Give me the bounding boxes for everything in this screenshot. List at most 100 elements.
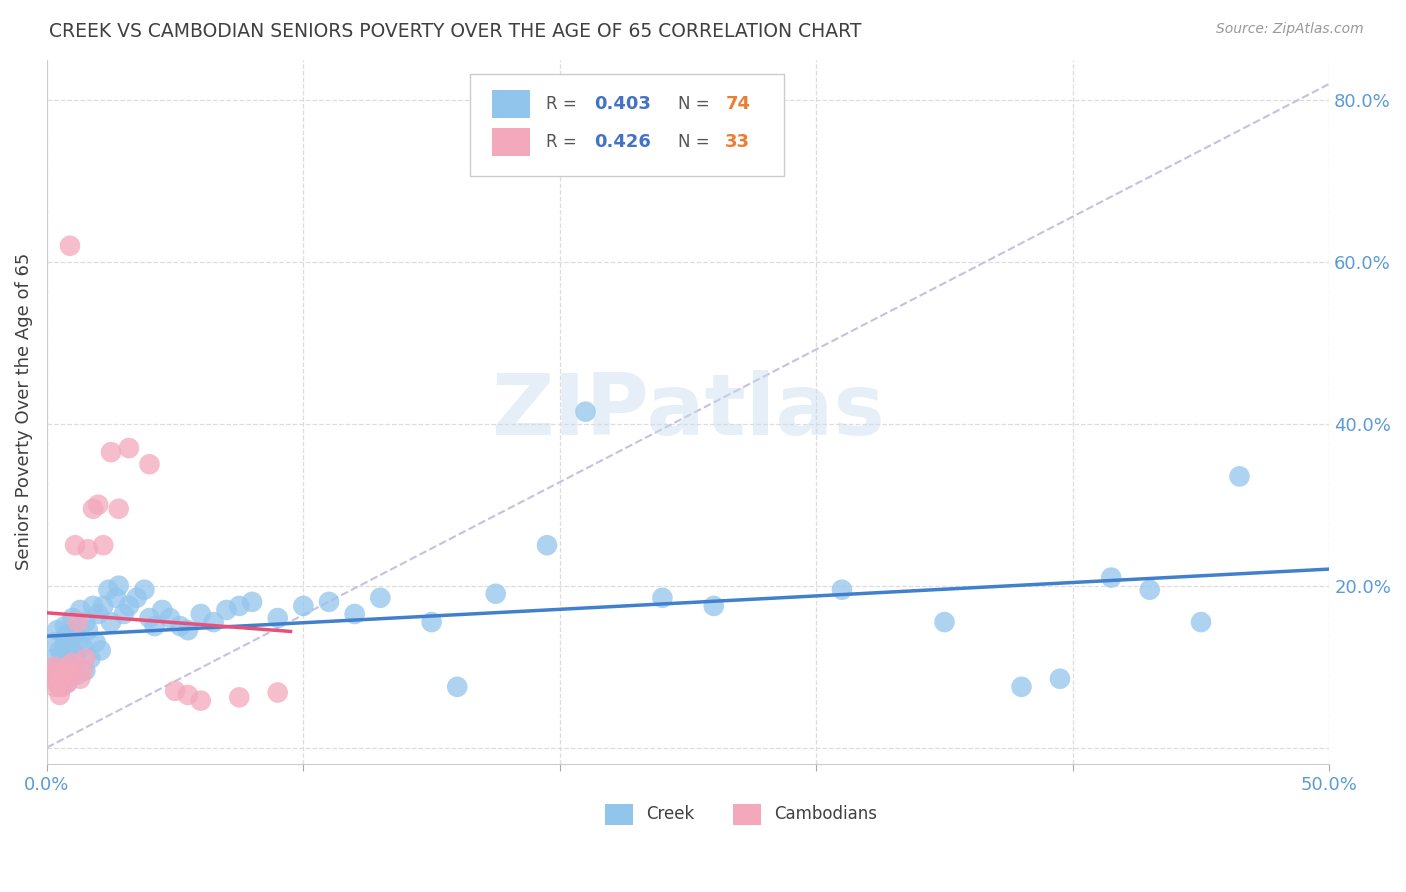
Point <box>75 615 97 629</box>
Point <box>107 579 129 593</box>
Point <box>100 615 122 629</box>
Point <box>318 595 340 609</box>
Point <box>165 684 187 698</box>
Point <box>267 685 290 699</box>
Point <box>91 538 114 552</box>
Point <box>267 611 290 625</box>
Point <box>82 599 104 613</box>
Text: 0.426: 0.426 <box>595 133 651 151</box>
Point <box>134 582 156 597</box>
Bar <box>605 804 633 825</box>
Point <box>90 643 112 657</box>
Point <box>72 640 94 654</box>
Point <box>138 457 160 471</box>
Point <box>87 498 110 512</box>
Point <box>56 675 79 690</box>
Point <box>343 607 366 621</box>
Point <box>62 656 84 670</box>
Point <box>1099 571 1122 585</box>
Point <box>66 615 89 629</box>
Point <box>1011 680 1033 694</box>
Point <box>75 651 97 665</box>
Point <box>77 623 100 637</box>
Point <box>107 501 129 516</box>
Point <box>87 607 110 621</box>
Point <box>59 640 82 654</box>
Point <box>112 607 135 621</box>
Point <box>62 659 84 673</box>
Point <box>63 538 86 552</box>
Text: R =: R = <box>546 95 582 113</box>
Point <box>215 603 238 617</box>
Point <box>485 587 508 601</box>
Point <box>84 635 107 649</box>
Y-axis label: Seniors Poverty Over the Age of 65: Seniors Poverty Over the Age of 65 <box>15 253 32 570</box>
Point <box>446 680 468 694</box>
Point <box>1229 469 1251 483</box>
Point <box>53 664 76 678</box>
Point <box>56 651 79 665</box>
Point <box>44 680 66 694</box>
Point <box>69 672 91 686</box>
Point <box>48 688 70 702</box>
Text: Source: ZipAtlas.com: Source: ZipAtlas.com <box>1216 22 1364 37</box>
Point <box>202 615 225 629</box>
Point <box>100 445 122 459</box>
Point <box>138 611 160 625</box>
Point <box>240 595 263 609</box>
Point <box>48 680 70 694</box>
Point <box>51 672 73 686</box>
Text: 0.403: 0.403 <box>595 95 651 113</box>
Text: 33: 33 <box>725 133 751 151</box>
Point <box>63 648 86 662</box>
Text: R =: R = <box>546 133 582 151</box>
Point <box>66 667 89 681</box>
Point <box>125 591 148 605</box>
Point <box>62 611 84 625</box>
Point <box>143 619 166 633</box>
Point <box>56 627 79 641</box>
Point <box>831 582 853 597</box>
Bar <box>492 90 530 118</box>
Point <box>44 659 66 673</box>
Point <box>97 582 120 597</box>
Point <box>51 667 73 681</box>
Point <box>72 664 94 678</box>
Point <box>46 623 69 637</box>
Point <box>169 619 191 633</box>
Text: 74: 74 <box>725 95 751 113</box>
Point <box>82 501 104 516</box>
Point <box>53 635 76 649</box>
Point <box>51 648 73 662</box>
Point <box>105 591 128 605</box>
Point <box>1189 615 1212 629</box>
Point <box>75 664 97 678</box>
Point <box>59 239 82 253</box>
Point <box>62 667 84 681</box>
Point <box>190 607 212 621</box>
Bar <box>733 804 761 825</box>
Point <box>190 693 212 707</box>
Point <box>41 664 63 678</box>
Point <box>46 675 69 690</box>
Point <box>44 651 66 665</box>
Point <box>51 680 73 694</box>
Text: N =: N = <box>678 95 714 113</box>
Point <box>56 675 79 690</box>
Point <box>46 664 69 678</box>
Point <box>48 672 70 686</box>
Point <box>159 611 181 625</box>
Point <box>118 441 141 455</box>
Point <box>934 615 956 629</box>
Point <box>79 651 101 665</box>
Point <box>66 635 89 649</box>
Point <box>53 619 76 633</box>
Point <box>1049 672 1071 686</box>
Point <box>574 405 596 419</box>
Point <box>177 623 200 637</box>
Point <box>91 599 114 613</box>
Text: Creek: Creek <box>645 805 695 823</box>
Point <box>177 688 200 702</box>
Point <box>420 615 443 629</box>
Point <box>77 542 100 557</box>
